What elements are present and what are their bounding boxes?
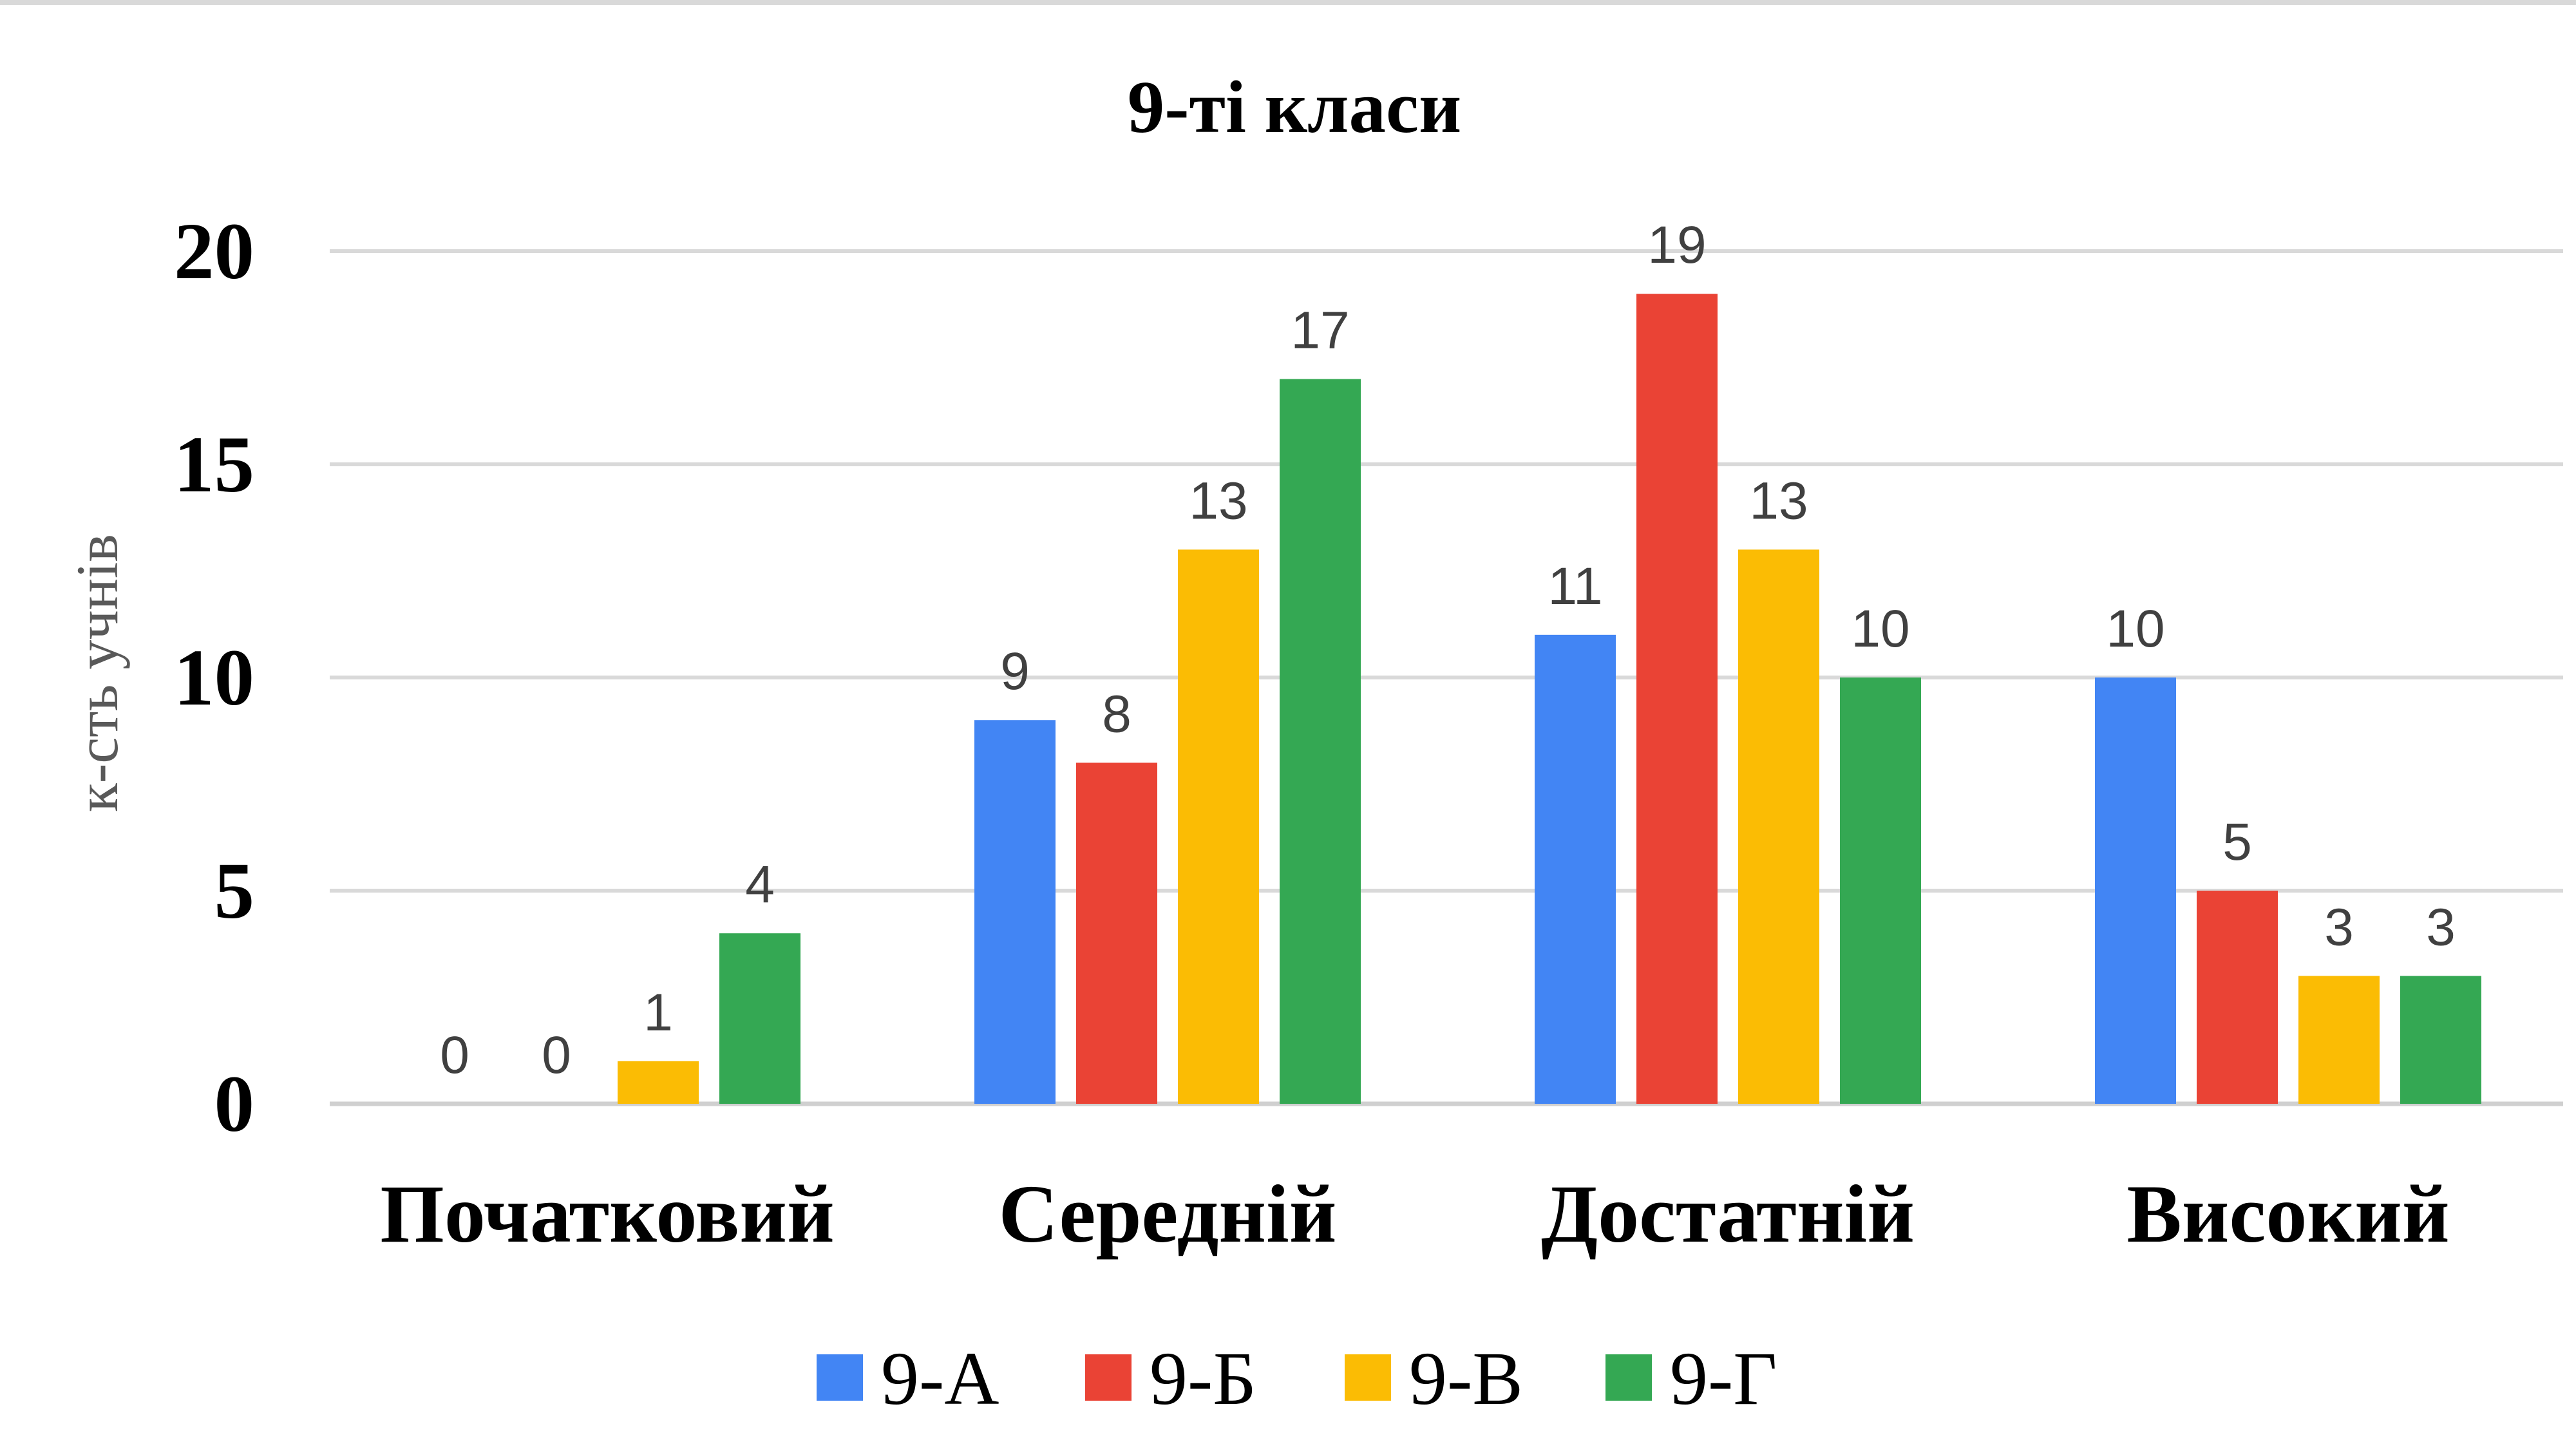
y-axis-label: к-сть учнів [64,534,130,812]
x-tick-label: Початковий [380,1168,835,1260]
data-label: 19 [1647,216,1706,274]
legend-swatch [1605,1354,1652,1401]
bar [974,720,1056,1104]
bar [2400,976,2481,1104]
data-label: 13 [1189,471,1247,530]
legend-item: 9-В [1345,1336,1523,1421]
bar [1840,677,1921,1104]
bar [1280,379,1361,1104]
bar [1178,549,1259,1104]
y-tick-label: 15 [174,421,254,509]
data-label: 3 [2324,898,2354,956]
data-label: 4 [745,855,775,914]
x-tick-label: Високий [2126,1168,2449,1260]
chart-title: 9-ті класи [1128,66,1462,148]
legend-label: 9-А [881,1336,999,1421]
bar [2197,891,2278,1104]
data-label: 11 [1548,557,1602,616]
data-label: 13 [1749,471,1808,530]
data-label: 3 [2426,898,2456,956]
legend-swatch [1345,1354,1391,1401]
y-tick-label: 0 [214,1060,255,1149]
data-label: 17 [1291,301,1349,360]
y-tick-label: 5 [214,847,255,936]
legend-item: 9-Б [1085,1336,1256,1421]
data-label: 0 [440,1026,469,1084]
bar [1636,294,1718,1104]
bar [2298,976,2380,1104]
bar [2095,677,2176,1104]
data-label: 1 [643,983,673,1042]
top-border [0,0,2576,5]
data-label: 5 [2222,813,2252,871]
data-label: 10 [2106,600,2164,658]
bar [1535,634,1616,1104]
bar [618,1061,699,1104]
bar [1738,549,1819,1104]
y-tick-label: 20 [174,207,254,296]
data-label: 0 [542,1026,571,1084]
bar [719,933,800,1104]
legend-label: 9-Г [1670,1336,1777,1421]
x-tick-label: Достатній [1541,1168,1915,1260]
data-label: 8 [1102,685,1132,743]
data-label: 9 [1000,642,1030,701]
legend-item: 9-Г [1605,1336,1777,1421]
data-label: 10 [1851,600,1909,658]
legend-swatch [1085,1354,1132,1401]
legend-label: 9-В [1409,1336,1523,1421]
y-tick-label: 10 [174,634,254,723]
legend-swatch [817,1354,863,1401]
legend-item: 9-А [817,1336,999,1421]
legend-label: 9-Б [1150,1336,1256,1421]
x-tick-label: Середній [999,1168,1337,1260]
bar [1076,762,1157,1104]
